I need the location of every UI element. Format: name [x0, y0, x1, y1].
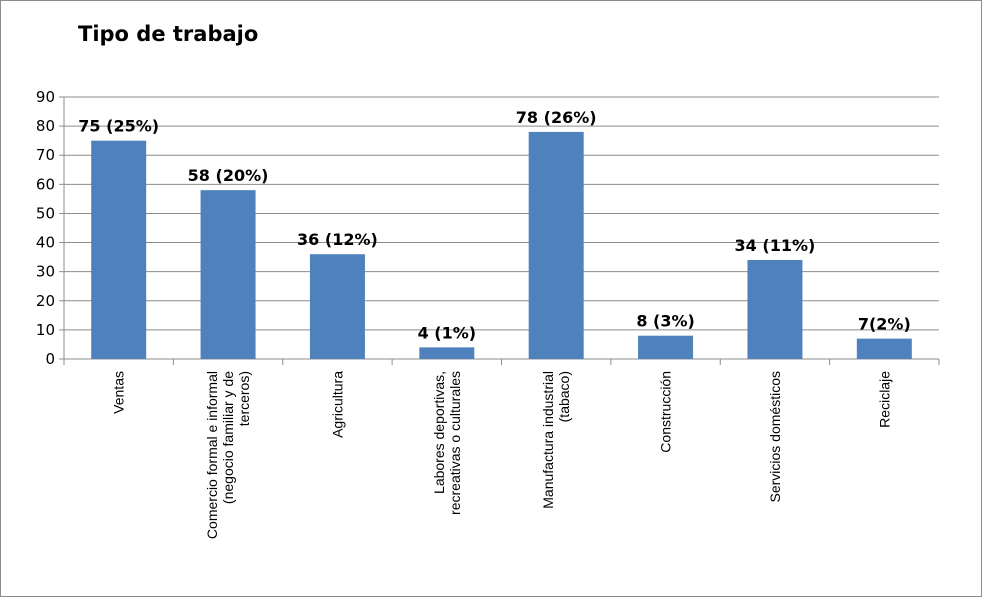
category-labels: Ventas Comercio formal e informal (negocio… [111, 371, 893, 539]
gridlines [64, 96, 939, 331]
y-tick-label: 40 [36, 234, 55, 252]
category-label-line: (negocio familiar y de [220, 371, 236, 504]
bar [747, 260, 803, 359]
category-label: Ventas [111, 371, 127, 414]
category-label: Manufactura industrial (tabaco) [540, 371, 572, 509]
category-label-line: (tabaco) [556, 371, 572, 422]
data-label: 36 (12%) [297, 230, 378, 249]
category-label: Construcción [658, 371, 674, 453]
category-label-line: Manufactura industrial [540, 371, 556, 509]
bar [200, 190, 256, 359]
data-label: 75 (25%) [78, 117, 159, 136]
axes: 0 10 20 30 40 50 60 70 80 90 [36, 88, 940, 368]
category-label-line: Servicios domésticos [767, 371, 783, 503]
data-label: 34 (11%) [735, 236, 816, 255]
y-tick-label: 80 [36, 117, 55, 135]
category-label-line: Ventas [111, 371, 127, 414]
data-label: 7(2%) [858, 315, 911, 334]
category-label-line: Agricultura [329, 371, 345, 438]
category-label: Labores deportivas, recreativas o cultura… [431, 371, 463, 515]
bar [309, 254, 365, 359]
bar [638, 335, 694, 359]
bar [91, 140, 147, 359]
y-tick-label: 60 [36, 175, 55, 193]
y-tick-label: 90 [36, 88, 55, 106]
category-label-line: recreativas o culturales [447, 371, 463, 515]
category-label: Servicios domésticos [767, 371, 783, 503]
y-tick-label: 20 [36, 292, 55, 310]
category-label-line: Comercio formal e informal [204, 371, 220, 539]
category-label-line: Reciclaje [876, 371, 892, 428]
category-label: Comercio formal e informal (negocio famil… [204, 371, 252, 539]
y-tick-label: 30 [36, 263, 55, 281]
data-label: 78 (26%) [516, 108, 597, 127]
y-tick-label: 50 [36, 204, 55, 222]
category-label-line: Labores deportivas, [431, 371, 447, 494]
y-tick-label: 70 [36, 146, 55, 164]
y-tick-label: 0 [45, 350, 55, 368]
bar [856, 338, 912, 359]
category-label: Agricultura [329, 371, 345, 438]
bar [419, 347, 475, 359]
data-label: 8 (3%) [636, 312, 695, 331]
data-label: 4 (1%) [418, 323, 477, 342]
category-label-line: terceros) [236, 371, 252, 426]
category-label-line: Construcción [658, 371, 674, 453]
data-label: 58 (20%) [188, 166, 269, 185]
bars [91, 131, 912, 359]
y-tick-label: 10 [36, 321, 55, 339]
chart-title: Tipo de trabajo [78, 22, 259, 46]
data-labels: 75 (25%) 58 (20%) 36 (12%) 4 (1%) 78 (26%) 8 … [78, 108, 910, 342]
bar [528, 131, 584, 359]
category-label: Reciclaje [876, 371, 892, 428]
